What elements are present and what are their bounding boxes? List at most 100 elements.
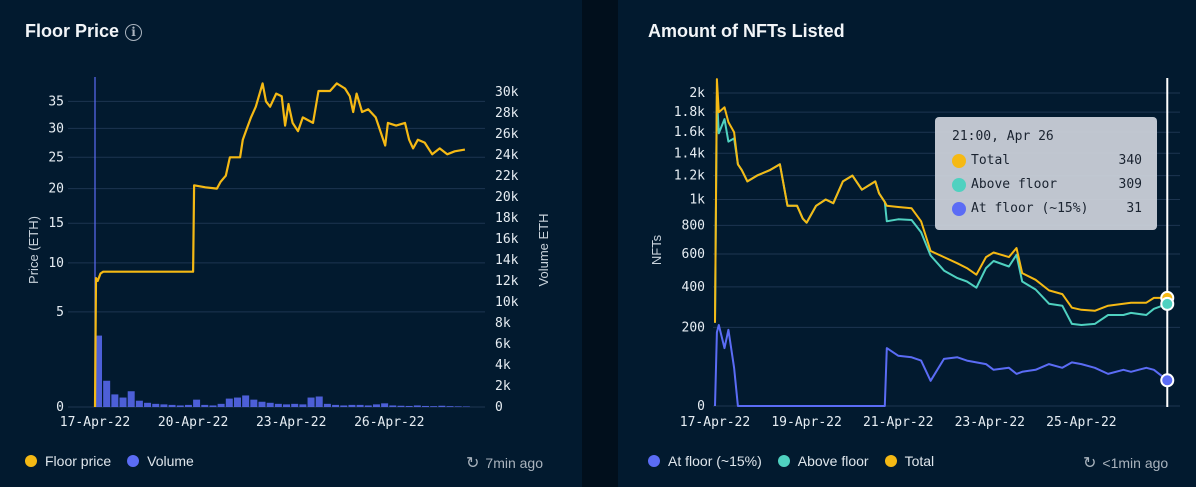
x-tick-label: 19-Apr-22 [771, 415, 841, 430]
nfts-listed-title: Amount of NFTs Listed [648, 21, 845, 41]
volume-bar [225, 398, 233, 407]
y2-tick-label: 30k [495, 85, 519, 100]
legend-label: At floor (~15%) [668, 453, 762, 469]
volume-bar [364, 405, 372, 407]
legend-dot [127, 455, 140, 467]
x-tick-label: 17-Apr-22 [60, 415, 130, 430]
volume-bar [405, 405, 413, 407]
panel-title-text: Floor Price [25, 21, 120, 41]
y2-tick-label: 14k [495, 253, 519, 268]
volume-bar [217, 403, 225, 407]
volume-bar [274, 403, 282, 407]
y-tick-label: 200 [682, 320, 705, 335]
volume-bar [250, 399, 258, 407]
volume-bar [242, 395, 250, 407]
x-tick-label: 21-Apr-22 [863, 415, 933, 430]
floor-price-line [93, 82, 466, 408]
y-tick-label: 800 [682, 218, 705, 233]
volume-bar [201, 404, 209, 407]
volume-bar [446, 406, 454, 407]
volume-bar [266, 402, 274, 407]
y-tick-label: 400 [682, 280, 705, 295]
info-circle-icon[interactable]: i [125, 24, 143, 41]
volume-bar [95, 335, 102, 407]
y-tick-label: 5 [56, 305, 64, 320]
legend-label: Above floor [797, 453, 869, 469]
legend-label: Floor price [45, 453, 112, 469]
volume-bar [283, 404, 291, 407]
x-tick-label: 17-Apr-22 [680, 415, 750, 430]
legend-item-above-floor[interactable]: Above floor [777, 453, 869, 469]
y2-tick-label: 20k [495, 190, 519, 205]
volume-bar [348, 404, 356, 407]
volume-bar [299, 404, 307, 407]
y2-tick-label: 2k [495, 379, 511, 394]
volume-bar [413, 405, 421, 407]
volume-bar [323, 403, 331, 407]
y-axis-title: Price (ETH) [26, 216, 41, 284]
legend-dot [25, 455, 37, 467]
y-tick-label: 15 [48, 216, 64, 231]
tooltip-dot [952, 201, 966, 216]
x-tick-label: 20-Apr-22 [158, 415, 228, 430]
volume-bar [209, 405, 217, 407]
floor-price-chart[interactable]: 0 5 10 15 20 25 30 35 0 2k 4k 6k 8k 10k 12k 14k 16k 18k 20… [0, 0, 582, 487]
legend-item-volume[interactable]: Volume [127, 453, 194, 469]
volume-bar [438, 405, 446, 407]
y-tick-label: 0 [697, 399, 705, 414]
tooltip-label: Above floor [971, 177, 1058, 192]
series-line-at-floor- [714, 324, 1168, 407]
hover-point [1160, 296, 1175, 311]
y-tick-label: 30 [48, 121, 64, 136]
x-tick-label: 26-Apr-22 [354, 415, 424, 430]
volume-bar [144, 402, 152, 407]
history-icon: ↻ [1083, 455, 1097, 472]
y-tick-label: 1.2k [674, 169, 705, 184]
x-tick-label: 23-Apr-22 [955, 415, 1025, 430]
tooltip-value: 31 [1126, 201, 1142, 216]
legend-item-total[interactable]: Total [884, 453, 935, 469]
tooltip-row-at-floor: At floor (~15%) 31 [952, 201, 1142, 216]
volume-bar [307, 397, 315, 407]
y2-tick-label: 6k [495, 337, 511, 352]
y-tick-label: 20 [48, 182, 64, 197]
y2-tick-label: 8k [495, 316, 511, 331]
legend-item-at-floor[interactable]: At floor (~15%) [648, 453, 762, 469]
volume-bar [454, 406, 462, 407]
chart-tooltip: 21:00, Apr 26 Total 340 Above floor 309 At… [935, 117, 1157, 230]
y2-tick-label: 24k [495, 148, 519, 163]
tooltip-value: 340 [1118, 153, 1142, 168]
y2-tick-label: 26k [495, 127, 519, 142]
volume-bar [462, 406, 470, 407]
volume-bar [422, 405, 429, 407]
volume-bar [397, 405, 405, 407]
volume-bar [332, 404, 340, 407]
volume-bar [127, 391, 135, 407]
y2-tick-label: 28k [495, 106, 519, 121]
volume-bar [315, 396, 323, 407]
y-axis-title: NFTs [649, 234, 664, 265]
tooltip-value: 309 [1118, 177, 1142, 192]
legend-item-floor-price[interactable]: Floor price [25, 453, 111, 469]
tooltip-label: At floor (~15%) [971, 201, 1089, 216]
tooltip-time: 21:00, Apr 26 [952, 129, 1054, 144]
nfts-listed-chart[interactable]: 0 200 400 600 800 1k 1.2k 1.4k 1.6k 1.8k 2k 17-Apr-… [618, 0, 1196, 487]
y-tick-label: 1k [689, 192, 705, 207]
last-updated-text: <1min ago [1102, 455, 1169, 471]
volume-bar [356, 404, 364, 407]
volume-bar [291, 403, 299, 407]
y-tick-label: 600 [682, 247, 705, 262]
volume-bar [372, 404, 380, 407]
x-tick-label: 23-Apr-22 [256, 415, 326, 430]
nfts-listed-legend: At floor (~15%) Above floor Total [648, 453, 934, 469]
y2-tick-label: 12k [495, 274, 519, 289]
y-tick-label: 1.6k [674, 125, 705, 140]
y-tick-label: 2k [689, 86, 705, 101]
legend-label: Total [904, 453, 935, 469]
y2-tick-label: 16k [495, 232, 519, 247]
volume-bar [258, 401, 266, 407]
volume-bar [389, 405, 397, 407]
volume-bar [160, 404, 168, 407]
volume-bar [152, 403, 160, 407]
floor-price-title: Floor Price i [25, 21, 143, 42]
